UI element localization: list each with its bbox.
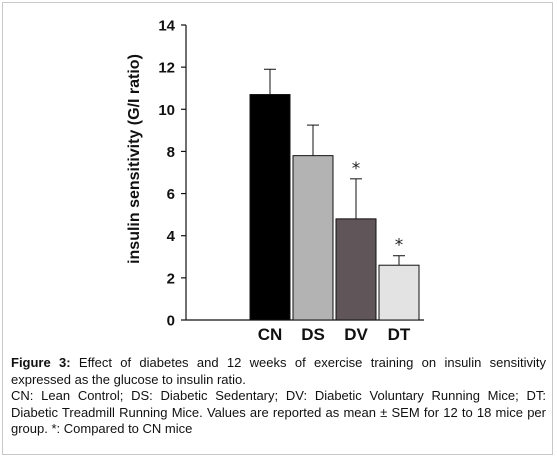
y-tick-label: 2 bbox=[167, 270, 175, 287]
caption-legend: CN: Lean Control; DS: Diabetic Sedentary… bbox=[11, 388, 546, 436]
bars bbox=[249, 68, 420, 321]
bar-cn bbox=[249, 94, 291, 321]
x-category-label: DT bbox=[388, 325, 411, 344]
bar-chart: insulin sensitivity (G/I ratio) 0 2 4 6 8 10 1… bbox=[126, 18, 424, 345]
x-category-label: CN bbox=[258, 325, 283, 344]
bar-dv bbox=[335, 218, 377, 321]
significance-marker: * bbox=[395, 236, 404, 256]
y-tick-label: 14 bbox=[158, 18, 175, 35]
y-tick-label: 6 bbox=[167, 186, 175, 203]
x-category-label: DS bbox=[301, 325, 325, 344]
figure-label: Figure 3: bbox=[11, 355, 71, 370]
y-tick-label: 10 bbox=[158, 102, 175, 119]
labels: 0 2 4 6 8 10 12 14 CN DS DV * DT * bbox=[158, 18, 411, 345]
y-tick-label: 8 bbox=[167, 144, 175, 161]
caption-title-paragraph: Figure 3: Effect of diabetes and 12 week… bbox=[11, 355, 546, 388]
y-axis-title: insulin sensitivity (G/I ratio) bbox=[126, 54, 143, 264]
significance-marker: * bbox=[352, 159, 361, 179]
caption-text: Effect of diabetes and 12 weeks of exerc… bbox=[11, 355, 546, 387]
y-tick-label: 4 bbox=[167, 228, 176, 245]
y-tick-label: 12 bbox=[158, 60, 175, 77]
x-category-label: DV bbox=[344, 325, 368, 344]
y-tick-label: 0 bbox=[167, 313, 175, 330]
bar-ds bbox=[292, 155, 334, 321]
figure-caption: Figure 3: Effect of diabetes and 12 week… bbox=[11, 355, 546, 438]
y-axis-label: insulin sensitivity (G/I ratio) bbox=[126, 54, 143, 264]
bar-dt bbox=[378, 264, 420, 321]
figure-panel: insulin sensitivity (G/I ratio) 0 2 4 6 8 10 1… bbox=[2, 2, 553, 455]
